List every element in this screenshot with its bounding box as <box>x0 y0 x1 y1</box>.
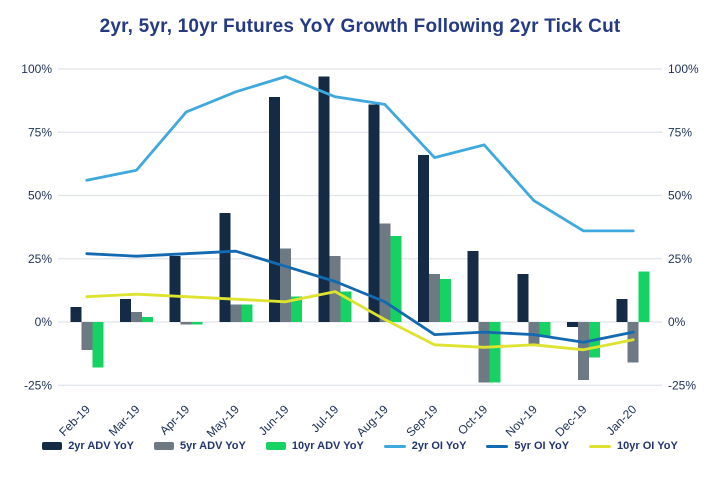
y-axis-label-right: 0% <box>668 315 686 329</box>
line-2yr-oi-yoy <box>85 75 635 233</box>
line-5yr-oi-yoy <box>85 249 635 344</box>
legend-item-5yr-adv-yoy: 5yr ADV YoY <box>154 440 246 452</box>
y-axis-label-left: 0% <box>35 315 53 329</box>
bar-2yr-adv-yoy <box>269 96 280 322</box>
legend-label: 2yr OI YoY <box>411 440 467 452</box>
x-axis-label: Feb-19 <box>56 402 93 437</box>
line-10yr-oi-yoy <box>85 290 635 352</box>
legend-label: 10yr ADV YoY <box>291 440 364 452</box>
chart-legend: 2yr ADV YoY 5yr ADV YoY 10yr ADV YoY 2yr OI… <box>0 440 720 452</box>
legend-item-5yr-oi-yoy: 5yr OI YoY <box>486 440 569 452</box>
bar-5yr-adv-yoy <box>230 304 242 322</box>
y-axis-label-left: -25% <box>24 378 52 392</box>
y-axis-label-right: 100% <box>668 62 699 76</box>
x-axis-label: Mar-19 <box>106 402 143 437</box>
bar-5yr-adv-yoy <box>81 322 93 350</box>
x-axis-label: Dec-19 <box>552 402 589 437</box>
legend-line-swatch-icon <box>383 444 406 448</box>
x-axis-label: May-19 <box>204 402 242 437</box>
bar-10yr-adv-yoy <box>92 322 104 368</box>
bar-2yr-adv-yoy <box>567 322 578 328</box>
bar-10yr-adv-yoy <box>390 235 402 322</box>
bar-2yr-adv-yoy <box>219 213 231 322</box>
bar-5yr-adv-yoy <box>131 311 142 322</box>
y-axis-label-left: 75% <box>28 125 52 139</box>
bar-2yr-adv-yoy <box>70 306 82 322</box>
bar-10yr-adv-yoy <box>489 322 501 383</box>
legend-label: 5yr ADV YoY <box>180 440 246 452</box>
bar-10yr-adv-yoy <box>638 271 650 322</box>
x-axis-label: Apr-19 <box>157 402 193 437</box>
bar-5yr-adv-yoy <box>280 248 291 322</box>
bar-10yr-adv-yoy <box>191 322 203 325</box>
legend-item-10yr-adv-yoy: 10yr ADV YoY <box>265 440 364 452</box>
legend-label: 10yr OI YoY <box>617 440 678 452</box>
x-axis-label: Jun-19 <box>256 402 292 437</box>
x-axis-label: Nov-19 <box>503 402 540 437</box>
bar-10yr-adv-yoy <box>440 278 451 322</box>
bar-2yr-adv-yoy <box>517 273 529 322</box>
bar-10yr-adv-yoy <box>291 296 302 322</box>
x-axis-label: Oct-19 <box>455 402 491 437</box>
bar-2yr-adv-yoy <box>120 299 131 322</box>
bar-5yr-adv-yoy <box>180 322 192 325</box>
legend-bar-swatch-icon <box>42 442 63 450</box>
y-axis-label-left: 25% <box>28 252 52 266</box>
legend-item-10yr-oi-yoy: 10yr OI YoY <box>589 440 678 452</box>
bar-5yr-adv-yoy <box>478 322 490 383</box>
x-axis-label: Sep-19 <box>403 402 440 437</box>
legend-line-swatch-icon <box>486 444 509 448</box>
bar-10yr-adv-yoy <box>142 316 153 322</box>
bar-2yr-adv-yoy <box>318 76 330 322</box>
y-axis-label-left: 100% <box>21 62 52 76</box>
chart-title: 2yr, 5yr, 10yr Futures YoY Growth Follow… <box>99 16 621 37</box>
legend-bar-swatch-icon <box>154 442 175 450</box>
bar-2yr-adv-yoy <box>467 251 479 322</box>
legend-label: 5yr OI YoY <box>514 440 570 452</box>
bar-2yr-adv-yoy <box>368 104 380 322</box>
y-axis-label-right: 25% <box>668 252 692 266</box>
legend-bar-swatch-icon <box>265 442 286 450</box>
bar-5yr-adv-yoy <box>429 273 440 322</box>
x-axis-label: Jul-19 <box>308 402 341 435</box>
bar-10yr-adv-yoy <box>241 304 253 322</box>
legend-item-2yr-oi-yoy: 2yr OI YoY <box>383 440 467 452</box>
bar-10yr-adv-yoy <box>340 291 352 322</box>
bar-2yr-adv-yoy <box>169 256 181 322</box>
y-axis-label-right: 75% <box>668 125 692 139</box>
y-axis-label-left: 50% <box>28 189 52 203</box>
x-axis-label: Jan-20 <box>603 402 639 437</box>
bar-2yr-adv-yoy <box>616 299 628 322</box>
x-axis-label: Aug-19 <box>354 402 391 437</box>
bar-10yr-adv-yoy <box>539 322 551 338</box>
bar-5yr-adv-yoy <box>329 256 341 322</box>
chart-svg: 100% 100% 75% 75% 50% 50% 25% 25% 0% 0% -25% -25% Fe… <box>21 62 699 440</box>
y-axis-label-right: 50% <box>668 189 692 203</box>
bar-2yr-adv-yoy <box>418 155 429 322</box>
bar-5yr-adv-yoy <box>379 223 391 322</box>
y-axis-label-right: -25% <box>668 378 696 392</box>
bar-5yr-adv-yoy <box>627 322 639 363</box>
legend-label: 2yr ADV YoY <box>68 440 135 452</box>
legend-line-swatch-icon <box>589 444 612 448</box>
chart-plot-area: 100% 100% 75% 75% 50% 50% 25% 25% 0% 0% -25% -25% Fe… <box>0 52 720 440</box>
legend-item-2yr-adv-yoy: 2yr ADV YoY <box>42 440 134 452</box>
